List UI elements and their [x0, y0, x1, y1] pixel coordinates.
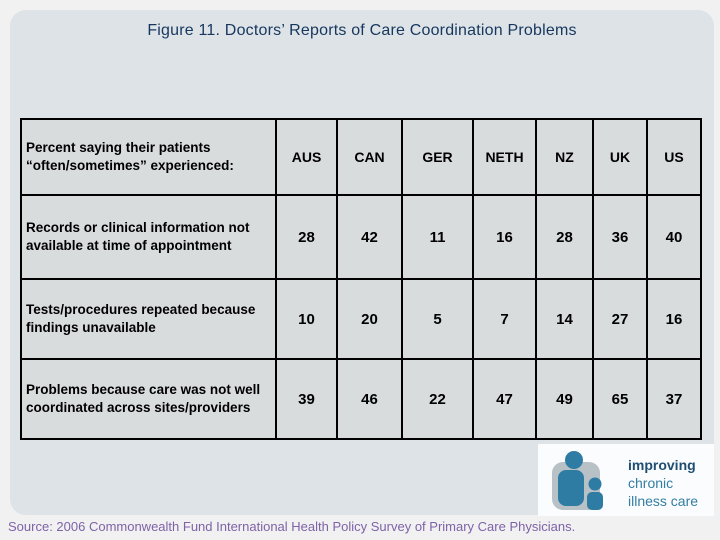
logo-line-illness-care: illness care — [628, 493, 699, 509]
column-header-ger: GER — [401, 118, 474, 196]
table-cell: 37 — [646, 358, 702, 440]
slide-background: Figure 11. Doctors’ Reports of Care Coor… — [10, 10, 714, 516]
table-cell: 16 — [646, 278, 702, 360]
table-cell-highlighted: 5 — [401, 278, 474, 360]
table-cell: 7 — [472, 278, 537, 360]
table-cell-highlighted: 11 — [401, 194, 474, 280]
table-cell: 47 — [472, 358, 537, 440]
slide-title: Figure 11. Doctors’ Reports of Care Coor… — [147, 22, 577, 39]
logo-line-chronic: chronic — [628, 475, 674, 491]
table-row: Records or clinical information not avai… — [20, 194, 702, 280]
table-cell: 16 — [472, 194, 537, 280]
table-cell-highlighted: 22 — [401, 358, 474, 440]
table-cell: 28 — [535, 194, 594, 280]
care-coordination-table: Percent saying their patients “often/som… — [20, 118, 702, 440]
icic-logo: improving chronic illness care — [538, 444, 714, 516]
column-header-neth: NETH — [472, 118, 537, 196]
source-note: Source: 2006 Commonwealth Fund Internati… — [8, 519, 576, 534]
table-header-row: Percent saying their patients “often/som… — [20, 118, 702, 196]
table-cell: 36 — [592, 194, 648, 280]
table-cell: 42 — [336, 194, 403, 280]
logo-line-improving: improving — [628, 457, 696, 473]
icic-logo-icon — [552, 451, 603, 510]
column-header-can: CAN — [336, 118, 403, 196]
column-header-us: US — [646, 118, 702, 196]
table-row: Tests/procedures repeated because findin… — [20, 278, 702, 360]
row-label: Tests/procedures repeated because findin… — [20, 278, 277, 360]
column-header-aus: AUS — [275, 118, 338, 196]
table-header-label: Percent saying their patients “often/som… — [20, 118, 277, 196]
table-cell: 49 — [535, 358, 594, 440]
column-header-uk: UK — [592, 118, 648, 196]
table-cell: 28 — [275, 194, 338, 280]
row-label: Problems because care was not well coord… — [20, 358, 277, 440]
table-cell: 14 — [535, 278, 594, 360]
table-cell: 27 — [592, 278, 648, 360]
table-cell: 10 — [275, 278, 338, 360]
table-cell: 65 — [592, 358, 648, 440]
table-cell: 40 — [646, 194, 702, 280]
icic-logo-text: improving chronic illness care — [628, 456, 698, 510]
row-label: Records or clinical information not avai… — [20, 194, 277, 280]
column-header-nz: NZ — [535, 118, 594, 196]
table-cell: 39 — [275, 358, 338, 440]
table-cell: 46 — [336, 358, 403, 440]
table-cell: 20 — [336, 278, 403, 360]
table-row: Problems because care was not well coord… — [20, 358, 702, 440]
